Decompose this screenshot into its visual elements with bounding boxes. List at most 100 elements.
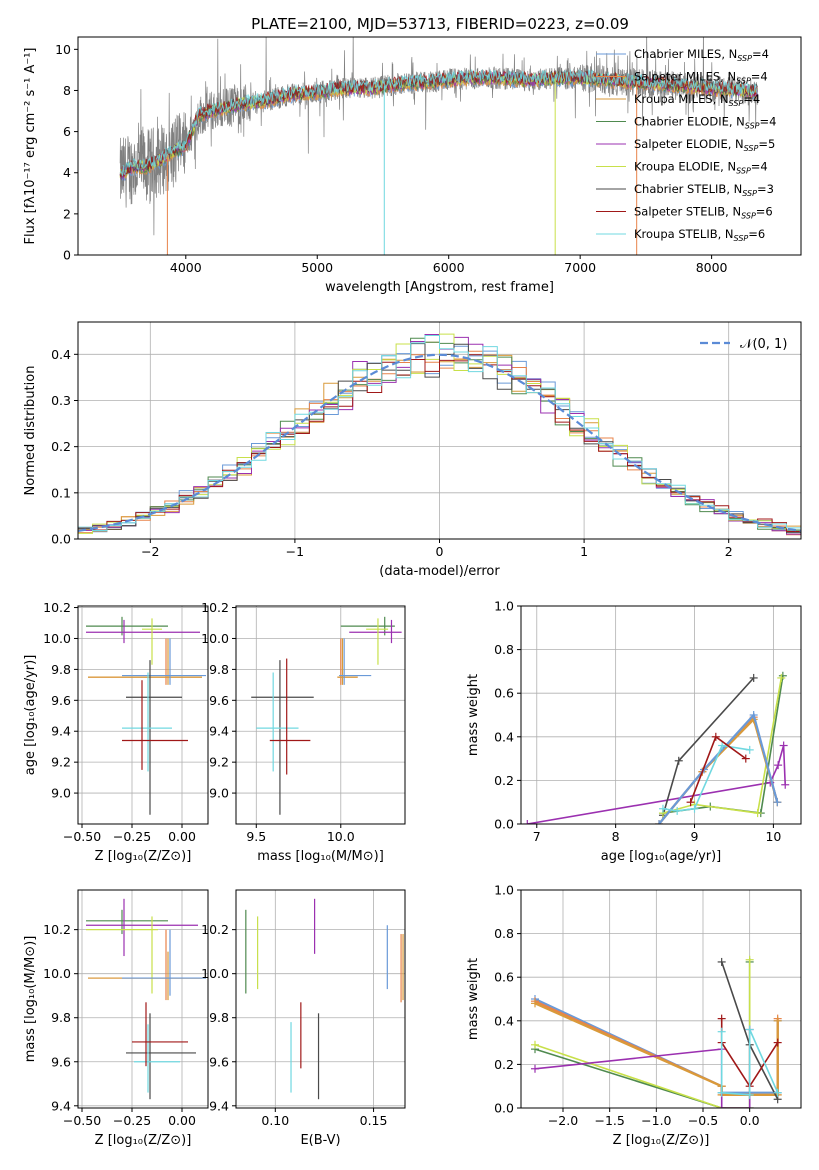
errorbar-chabrier-stelib [126, 1013, 196, 1100]
x-tick-label: 2 [725, 544, 733, 559]
x-axis-label: Z [log₁₀(Z/Z⊙)] [95, 849, 192, 864]
panel-age-weight: 7 8 9 10 0.0 0.2 0.4 0.6 0.8 1.0 age [log₁₀(age/yr… [466, 599, 802, 864]
legend-label: Chabrier ELODIE, NSSP=4 [634, 115, 776, 131]
y-tick-label: 10.2 [201, 600, 229, 615]
x-tick-label: −2 [141, 544, 159, 559]
y-tick-label: 0.2 [51, 439, 71, 454]
y-tick-label: 9.6 [209, 1054, 229, 1069]
series-line [720, 1029, 779, 1096]
legend-label: Salpeter STELIB, NSSP=6 [634, 205, 773, 221]
x-tick-label: 0.15 [360, 1113, 388, 1128]
x-tick-label: −0.50 [63, 1113, 101, 1128]
x-tick-label: −0.25 [113, 1113, 151, 1128]
y-tick-label: 10.0 [201, 966, 229, 981]
plot-area [86, 898, 206, 1100]
errorbar-kroupa-elodie [86, 916, 158, 994]
errorbar-salpeter-elodie [86, 619, 200, 644]
plot-area [251, 616, 402, 815]
x-tick-label: −2.0 [548, 1113, 578, 1128]
x-axis-label: wavelength [Angstrom, rest frame] [325, 280, 554, 295]
x-tick-label: 10 [765, 829, 781, 844]
figure-title: PLATE=2100, MJD=53713, FIBERID=0223, z=0… [251, 15, 629, 33]
x-tick-label: 7 [533, 829, 541, 844]
x-axis-label: E(B-V) [300, 1133, 340, 1148]
y-tick-label: 9.0 [209, 786, 229, 801]
y-tick-label: 9.4 [51, 1098, 71, 1113]
y-axis-label: Flux [fλ10⁻¹⁷ erg cm⁻² s⁻¹ A⁻¹] [23, 48, 38, 245]
gauss-curve [78, 353, 801, 532]
errorbar-kroupa-stelib [134, 1024, 180, 1093]
series-salpeter-elodie [531, 1025, 754, 1108]
series-data-spectrum [119, 37, 758, 236]
errorbar-chabrier-stelib [251, 660, 314, 815]
series-line [662, 677, 755, 816]
y-tick-label: 9.6 [209, 693, 229, 708]
y-tick-label: 0.0 [494, 1101, 514, 1116]
errorbar-salpeter-stelib [269, 658, 311, 775]
x-axis-label: Z [log₁₀(Z/Z⊙)] [95, 1133, 192, 1148]
y-tick-label: 0.0 [494, 817, 514, 832]
series-chabrier-miles [655, 711, 782, 824]
x-tick-label: 0.0 [740, 1113, 760, 1128]
y-tick-label: 9.8 [51, 662, 71, 677]
series-line [662, 744, 750, 812]
y-tick-label: 10.2 [201, 922, 229, 937]
y-axis-label: age [log₁₀(age/yr)] [23, 655, 38, 776]
series-line [534, 961, 751, 1108]
x-tick-label: 0.10 [261, 1113, 289, 1128]
axes-frame [235, 889, 406, 1109]
series-line [534, 1029, 751, 1108]
y-tick-label: 10 [55, 42, 71, 57]
series-chabrier-stelib [658, 673, 758, 820]
x-tick-label: 4000 [170, 260, 202, 275]
errorbar-kroupa-elodie [366, 618, 389, 665]
y-axis-label: mass weight [466, 674, 481, 756]
axes-frame [77, 889, 209, 1109]
y-tick-label: 2 [63, 206, 71, 221]
y-axis-label: mass [log₁₀(M/M⊙)] [23, 936, 38, 1063]
x-tick-label: 5000 [301, 260, 333, 275]
errorbar-chabrier-elodie [86, 909, 168, 935]
axes-frame [77, 36, 802, 256]
y-tick-label: 0.2 [494, 773, 514, 788]
plot-area [86, 616, 206, 815]
legend: Chabrier MILES, NSSP=4 Salpeter MILES, NS… [596, 47, 776, 243]
series-salpeter-elodie [523, 741, 790, 824]
errorbar-salpeter-elodie [349, 619, 402, 644]
x-tick-label: 10.0 [327, 829, 355, 844]
y-axis-label: Normed distribution [23, 366, 38, 496]
errorbar-salpeter-stelib [132, 1002, 188, 1067]
panel-z-weight: −2.0 −1.5 −1.0 −0.5 0.0 0.0 0.2 0.4 0.6 0.8 1.0 Z [… [466, 883, 802, 1148]
y-tick-label: 1.0 [494, 883, 514, 898]
errorbar-chabrier-stelib [126, 660, 182, 815]
legend-label: Salpeter MILES, NSSP=4 [634, 70, 768, 86]
x-tick-label: 6000 [433, 260, 465, 275]
plot-area [119, 37, 758, 255]
x-tick-label: −1.5 [594, 1113, 624, 1128]
y-tick-label: 0.4 [494, 1013, 514, 1028]
y-tick-label: 9.6 [51, 1054, 71, 1069]
y-tick-label: 1.0 [494, 599, 514, 614]
panel-mass-age: 9.5 10.0 9.0 9.2 9.4 9.6 9.8 10.0 10.2 mass [log₁… [201, 600, 406, 864]
x-tick-label: 9 [691, 829, 699, 844]
legend-label: 𝒩(0, 1) [740, 337, 787, 352]
y-tick-label: 0.1 [51, 485, 71, 500]
y-axis-label: mass weight [466, 958, 481, 1040]
x-tick-label: 1 [580, 544, 588, 559]
errorbar-salpeter-miles [337, 638, 358, 685]
series-line [662, 677, 783, 814]
x-tick-label: 9.5 [246, 829, 266, 844]
panel-z-mass: −0.50 −0.25 0.00 9.4 9.6 9.8 10.0 10.2 Z [log₁₀(… [23, 889, 209, 1148]
panel-spectrum: 4000 5000 6000 7000 8000 0 2 4 6 8 10 wavelength [A… [23, 36, 802, 295]
legend-label: Kroupa ELODIE, NSSP=4 [634, 160, 768, 176]
x-tick-label: 7000 [564, 260, 596, 275]
errorbar-kroupa-elodie [142, 618, 162, 665]
x-tick-label: 0 [436, 544, 444, 559]
y-tick-label: 0.4 [51, 347, 71, 362]
plot-area [78, 333, 801, 536]
y-tick-label: 10.0 [43, 966, 71, 981]
x-tick-label: −0.25 [113, 829, 151, 844]
errorbar-kroupa-stelib [256, 672, 299, 772]
y-tick-label: 6 [63, 124, 71, 139]
series-kroupa-elodie [531, 955, 754, 1108]
